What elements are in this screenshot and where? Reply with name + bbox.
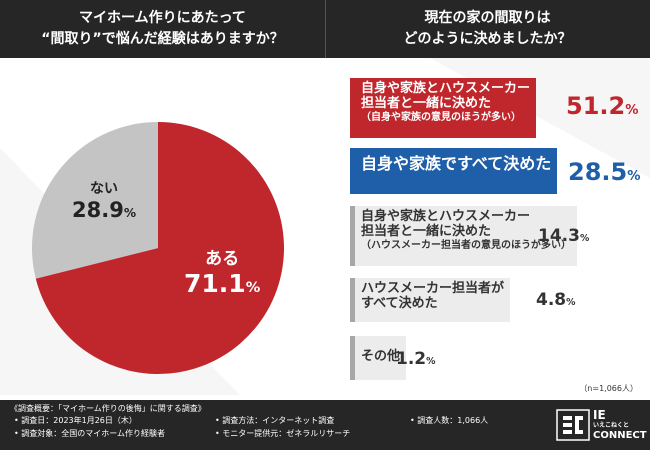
bar-3-label-line-1: 自身や家族とハウスメーカー: [361, 209, 531, 224]
bar-4-label-line-2: すべて決めた: [361, 296, 438, 311]
bar-4-value: 4.8%: [536, 290, 576, 310]
bar-1-value: 51.2%: [566, 92, 638, 120]
bar-accent-5: [350, 336, 355, 380]
pie-label-aru-value: 71.1%: [184, 269, 260, 298]
survey-target: • 調査対象：全国のマイホーム作り経験者: [14, 429, 166, 438]
bar-5-label: その他: [361, 349, 401, 364]
left-title-line-2: “間取り”で悩んだ経験はありますか？: [41, 31, 284, 47]
bar-2-label: 自身や家族ですべて決めた: [361, 154, 552, 173]
footer-bar: 《調査概要：「マイホーム作りの後悔」に関する調査》 • 調査日：2023年1月2…: [0, 400, 650, 450]
pie-slice-nai: [32, 122, 158, 279]
bar-1-label-line-1: 自身や家族とハウスメーカー: [361, 81, 531, 96]
logo-connect: CONNECT: [593, 430, 647, 441]
header-divider: [325, 0, 326, 58]
bar-5-value-unit: %: [426, 356, 436, 367]
pie-unit-aru: %: [245, 280, 261, 296]
bar-1-label-line-2: 担当者と一緒に決めた: [361, 96, 492, 111]
bar-3-label-line-2: 担当者と一緒に決めた: [361, 224, 492, 239]
right-title-line-1: 現在の家の間取りは: [424, 10, 551, 26]
bar-3-label-line-3: （ハウスメーカー担当者の意見のほうが多い）: [361, 240, 571, 251]
left-title-line-1: マイホーム作りにあたって: [79, 10, 246, 26]
bar-3-value-unit: %: [579, 233, 590, 244]
bar-row-3: 自身や家族とハウスメーカー 担当者と一緒に決めた （ハウスメーカー担当者の意見の…: [350, 206, 630, 266]
bar-accent-3: [350, 206, 355, 266]
bar-2-value-number: 28.5: [568, 158, 628, 186]
bar-row-2: 自身や家族ですべて決めた 28.5%: [350, 148, 640, 194]
ie-connect-logo-mark: [556, 409, 590, 441]
bar-3: 自身や家族とハウスメーカー 担当者と一緒に決めた （ハウスメーカー担当者の意見の…: [355, 206, 577, 266]
bar-row-5: その他 1.2%: [350, 336, 630, 380]
pie-value-nai: 28.9: [72, 198, 124, 222]
pie-slice-aru: [35, 122, 284, 374]
bar-1: 自身や家族とハウスメーカー 担当者と一緒に決めた （自身や家族の意見のほうが多い…: [355, 78, 537, 138]
bar-accent-4: [350, 278, 355, 322]
pie-label-nai-value: 28.9%: [72, 198, 136, 222]
left-question-title: マイホーム作りにあたって “間取り”で悩んだ経験はありますか？: [0, 8, 325, 50]
bar-1-label-line-3: （自身や家族の意見のほうが多い）: [361, 112, 521, 123]
bar-row-1: 自身や家族とハウスメーカー 担当者と一緒に決めた （自身や家族の意見のほうが多い…: [350, 78, 638, 138]
bar-2-value-unit: %: [627, 169, 641, 184]
survey-provider: • モニター提供元：ゼネラルリサーチ: [215, 429, 351, 438]
survey-date: • 調査日：2023年1月26日（木）: [14, 416, 137, 425]
survey-method: • 調査方法：インターネット調査: [215, 416, 335, 425]
survey-overview-title: 《調査概要：「マイホーム作りの後悔」に関する調査》: [10, 404, 206, 413]
bar-1-value-unit: %: [625, 103, 639, 118]
bar-4-label-line-1: ハウスメーカー担当者が: [361, 281, 505, 296]
bar-4-value-number: 4.8: [536, 290, 567, 310]
bar-1-value-number: 51.2: [566, 92, 626, 120]
ie-connect-logo: IE いえこねくと CONNECT: [555, 406, 647, 446]
right-question-title: 現在の家の間取りは どのように決めましたか？: [325, 8, 650, 50]
pie-label-nai-name: ない: [90, 181, 119, 197]
pie-unit-nai: %: [123, 206, 137, 220]
logo-tagline: いえこねくと: [593, 422, 630, 429]
bar-4-value-unit: %: [566, 297, 576, 308]
header-bar: マイホーム作りにあたって “間取り”で悩んだ経験はありますか？ 現在の家の間取り…: [0, 0, 650, 58]
ie-connect-logo-text: IE いえこねくと CONNECT: [593, 409, 647, 442]
bar-5-value: 1.2%: [396, 349, 436, 369]
pie-chart: [32, 122, 284, 374]
bar-4: ハウスメーカー担当者が すべて決めた: [355, 278, 511, 322]
pie-label-aru: ある 71.1%: [184, 244, 260, 298]
bar-5-value-number: 1.2: [396, 349, 427, 369]
bar-accent-1: [350, 78, 355, 138]
sample-size-note: （n=1,066人）: [579, 384, 638, 393]
logo-ie: IE: [593, 408, 606, 422]
right-title-line-2: どのように決めましたか？: [403, 31, 572, 47]
bar-2-value: 28.5%: [568, 158, 640, 186]
bar-accent-2: [350, 148, 355, 194]
bar-2: 自身や家族ですべて決めた: [355, 148, 558, 194]
pie-label-aru-name: ある: [205, 249, 240, 269]
bar-3-value: 14.3%: [538, 226, 589, 246]
survey-count: • 調査人数：1,066人: [410, 416, 489, 425]
bar-5: その他: [355, 336, 407, 380]
bar-3-value-number: 14.3: [538, 226, 580, 246]
pie-value-aru: 71.1: [184, 269, 246, 298]
pie-label-nai: ない 28.9%: [72, 178, 136, 222]
bar-row-4: ハウスメーカー担当者が すべて決めた 4.8%: [350, 278, 630, 322]
